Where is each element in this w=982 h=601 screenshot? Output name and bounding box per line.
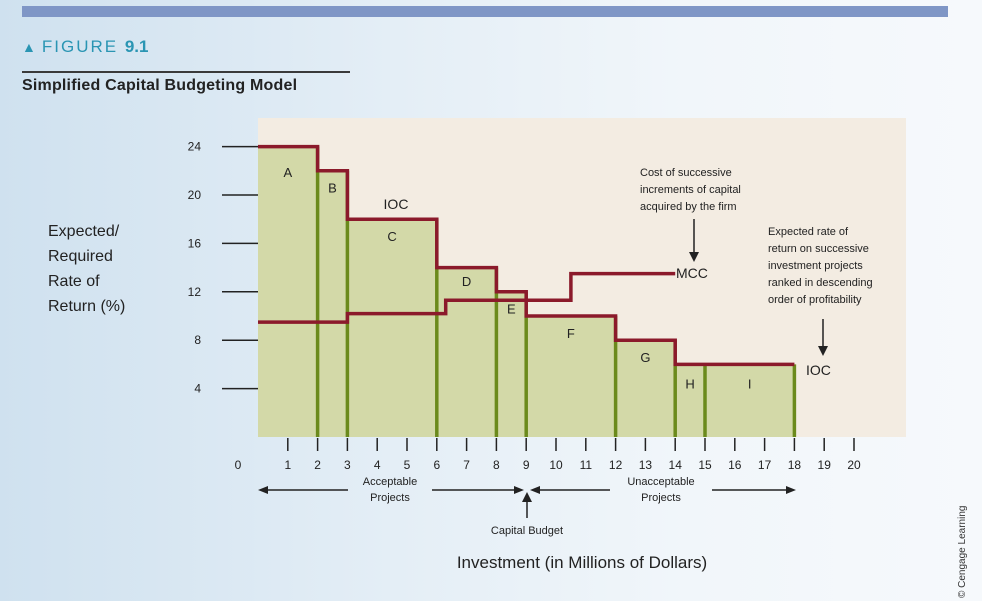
- ioc-label-end: IOC: [806, 362, 831, 378]
- bar-b: [317, 170, 348, 438]
- bar-a: [258, 146, 318, 437]
- unacceptable-arrowhead-left: [530, 486, 540, 494]
- bar-f: [526, 316, 616, 437]
- ioc-note-line: order of profitability: [768, 294, 862, 306]
- bar-label: A: [283, 165, 292, 180]
- x-tick-label: 13: [639, 458, 653, 472]
- x-tick-label: 12: [609, 458, 623, 472]
- top-accent-bar: [22, 6, 948, 17]
- mcc-label: MCC: [676, 265, 708, 281]
- y-axis-label: Required: [48, 248, 113, 265]
- bar-label: C: [387, 229, 396, 244]
- ioc-note-line: return on successive: [768, 243, 869, 255]
- x-tick-label: 11: [580, 458, 593, 472]
- acceptable-projects-label: Projects: [370, 492, 410, 504]
- ioc-note-line: ranked in descending: [768, 277, 873, 289]
- figure-label-word: FIGURE: [41, 37, 119, 56]
- x-tick-label: 19: [818, 458, 832, 472]
- acceptable-arrowhead-right: [514, 486, 524, 494]
- y-axis-label: Expected/: [48, 223, 120, 240]
- y-tick-label: 4: [194, 382, 201, 396]
- x-axis-label: Investment (in Millions of Dollars): [457, 553, 707, 572]
- unacceptable-projects-label: Projects: [641, 492, 681, 504]
- y-tick-label: 24: [188, 140, 202, 154]
- mcc-arrow-head: [689, 252, 699, 262]
- unacceptable-projects-label: Unacceptable: [627, 476, 694, 488]
- x-tick-label: 14: [669, 458, 683, 472]
- series-mcc-line: [258, 271, 676, 324]
- bar-e: [496, 291, 527, 437]
- mcc-note-line: Cost of successive: [640, 167, 732, 179]
- y-axis-label: Return (%): [48, 298, 125, 315]
- x-tick-label: 3: [344, 458, 351, 472]
- bar-g: [615, 340, 676, 437]
- y-tick-label: 12: [188, 285, 202, 299]
- ioc-note-line: Expected rate of: [768, 226, 849, 238]
- ioc-note-line: investment projects: [768, 260, 863, 272]
- acceptable-arrowhead-left: [258, 486, 268, 494]
- bar-label: E: [507, 302, 516, 317]
- bar-i: [705, 364, 795, 437]
- acceptable-projects-label: Acceptable: [363, 476, 417, 488]
- x-tick-label: 17: [758, 458, 772, 472]
- ioc-label-mid: IOC: [384, 196, 409, 212]
- figure-label-number: 9.1: [124, 37, 149, 56]
- bar-c: [347, 219, 437, 437]
- bar-label: I: [748, 377, 752, 392]
- bar-label: D: [462, 274, 471, 289]
- y-tick-label: 20: [188, 188, 202, 202]
- x-tick-label: 7: [463, 458, 470, 472]
- x-tick-label: 9: [523, 458, 530, 472]
- x-tick-label: 6: [433, 458, 440, 472]
- y-tick-label: 16: [188, 236, 202, 250]
- copyright-credit: © Cengage Learning: [957, 505, 968, 598]
- bar-label: B: [328, 181, 337, 196]
- mcc-note-line: acquired by the firm: [640, 201, 737, 213]
- ioc-arrow-head: [818, 346, 828, 356]
- x-tick-label: 20: [847, 458, 861, 472]
- x-tick-label: 4: [374, 458, 381, 472]
- unacceptable-arrowhead-right: [786, 486, 796, 494]
- bar-label: H: [685, 377, 694, 392]
- x-tick-label: 16: [728, 458, 742, 472]
- capital-budget-label: Capital Budget: [491, 525, 563, 537]
- series-ioc-line: [258, 144, 795, 367]
- bar-label: G: [640, 350, 650, 365]
- bar-label: F: [567, 326, 575, 341]
- x-tick-label: 5: [404, 458, 411, 472]
- x-tick-label: 18: [788, 458, 802, 472]
- figure-title: Simplified Capital Budgeting Model: [22, 77, 298, 94]
- title-rule: [22, 71, 350, 73]
- x-tick-label: 2: [314, 458, 321, 472]
- x-tick-label: 15: [698, 458, 712, 472]
- x-tick-label: 8: [493, 458, 500, 472]
- x-tick-label: 10: [549, 458, 563, 472]
- x-tick-label: 0: [235, 458, 242, 472]
- mcc-note-line: increments of capital: [640, 184, 741, 196]
- bar-h: [675, 364, 705, 437]
- figure-label: ▲ FIGURE 9.1: [22, 37, 148, 57]
- triangle-icon: ▲: [22, 39, 38, 55]
- x-tick-label: 1: [284, 458, 291, 472]
- y-tick-label: 8: [194, 333, 201, 347]
- y-axis-label: Rate of: [48, 273, 100, 290]
- capital-budget-arrow-head: [522, 492, 532, 502]
- bar-d: [436, 267, 497, 437]
